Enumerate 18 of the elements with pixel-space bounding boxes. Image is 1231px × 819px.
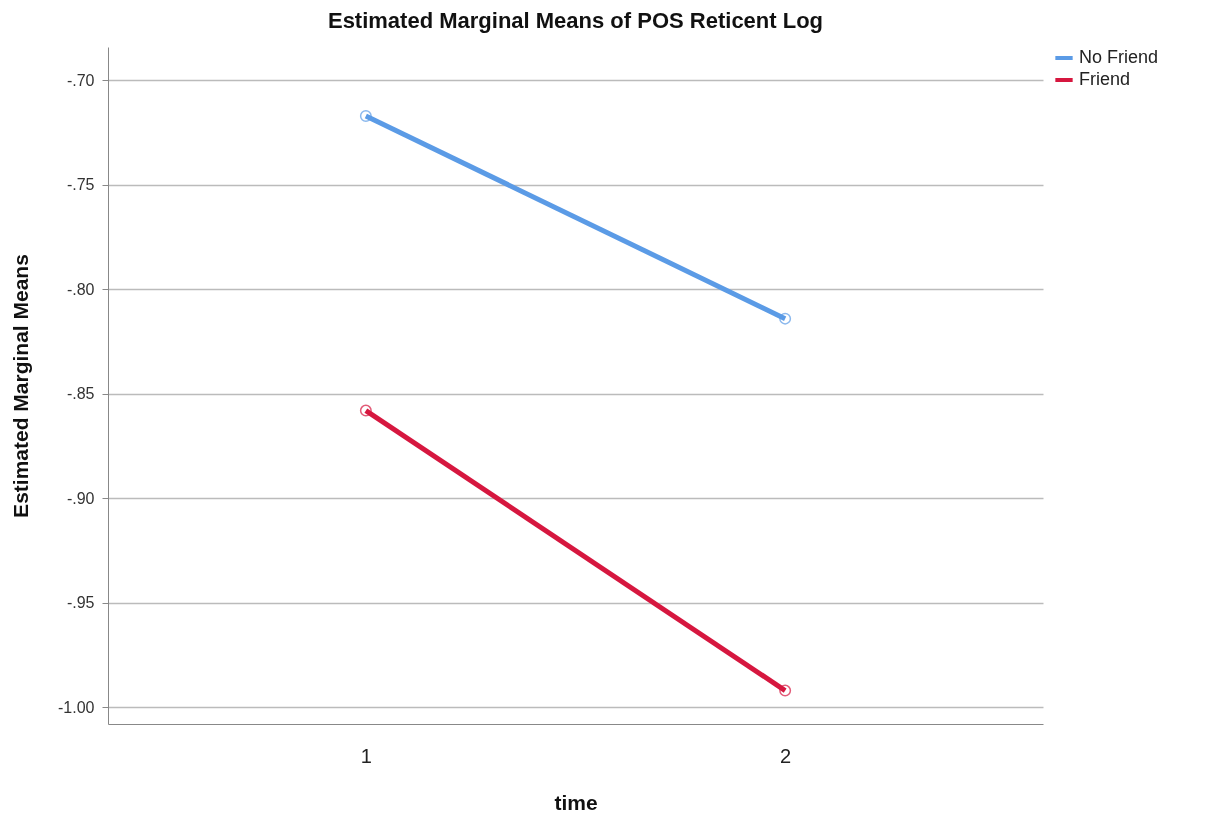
- y-tick-label: -.75: [66, 176, 95, 194]
- x-tick-label: 2: [780, 744, 792, 767]
- y-tick-label: -.80: [66, 280, 95, 298]
- y-tick-label: -.85: [66, 385, 95, 403]
- point: [779, 312, 792, 325]
- y-axis-title: Estimated Marginal Means: [9, 254, 33, 518]
- legend-label: Friend: [1079, 69, 1131, 89]
- point: [779, 684, 792, 697]
- x-axis-title: time: [554, 790, 598, 814]
- point: [359, 404, 372, 417]
- y-tick-label: -.70: [66, 71, 95, 89]
- legend-label: No Friend: [1079, 47, 1159, 67]
- y-tick-label: -.95: [66, 594, 95, 612]
- point: [359, 109, 372, 122]
- x-tick-label: 1: [360, 744, 372, 767]
- chart-title: Estimated Marginal Means of POS Reticent Log: [327, 8, 824, 33]
- y-tick-label: -.90: [66, 489, 95, 507]
- y-tick-label: -1.00: [58, 698, 95, 716]
